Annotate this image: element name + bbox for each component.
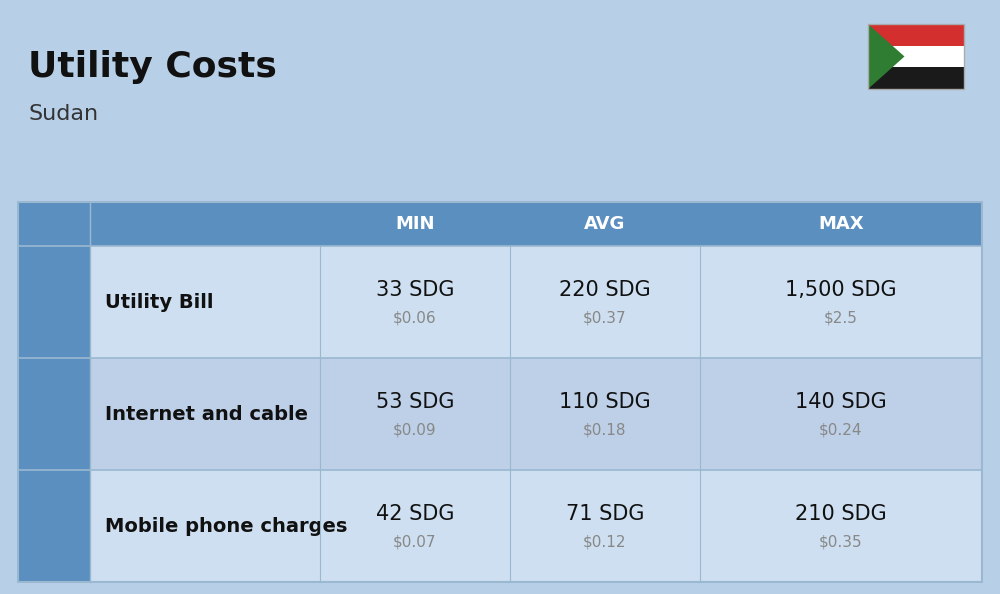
- Bar: [18, 246, 90, 358]
- Bar: [18, 470, 90, 582]
- Text: Mobile phone charges: Mobile phone charges: [105, 517, 347, 536]
- Text: $0.06: $0.06: [393, 311, 437, 326]
- Text: Utility Bill: Utility Bill: [105, 292, 214, 311]
- Text: $0.18: $0.18: [583, 422, 627, 438]
- Text: $0.07: $0.07: [393, 535, 437, 549]
- Text: MIN: MIN: [395, 215, 435, 233]
- Bar: [18, 246, 982, 358]
- Bar: [18, 358, 90, 470]
- Text: MAX: MAX: [818, 215, 864, 233]
- Text: Internet and cable: Internet and cable: [105, 405, 308, 424]
- Polygon shape: [868, 24, 904, 89]
- Bar: [868, 24, 964, 46]
- Text: $0.09: $0.09: [393, 422, 437, 438]
- Bar: [18, 470, 982, 582]
- Text: $2.5: $2.5: [824, 311, 858, 326]
- Text: 33 SDG: 33 SDG: [376, 280, 454, 300]
- Bar: [18, 358, 982, 470]
- Bar: [868, 24, 964, 89]
- Text: 140 SDG: 140 SDG: [795, 392, 887, 412]
- Text: $0.24: $0.24: [819, 422, 863, 438]
- Text: 110 SDG: 110 SDG: [559, 392, 651, 412]
- Bar: [868, 67, 964, 89]
- Text: $0.12: $0.12: [583, 535, 627, 549]
- Text: 220 SDG: 220 SDG: [559, 280, 651, 300]
- Text: 42 SDG: 42 SDG: [376, 504, 454, 524]
- Text: $0.37: $0.37: [583, 311, 627, 326]
- Bar: [18, 202, 982, 582]
- Text: 1,500 SDG: 1,500 SDG: [785, 280, 897, 300]
- Text: 53 SDG: 53 SDG: [376, 392, 454, 412]
- Bar: [18, 202, 982, 246]
- Text: AVG: AVG: [584, 215, 626, 233]
- Text: Utility Costs: Utility Costs: [28, 50, 277, 84]
- Text: 71 SDG: 71 SDG: [566, 504, 644, 524]
- Text: Sudan: Sudan: [28, 104, 98, 124]
- Text: 210 SDG: 210 SDG: [795, 504, 887, 524]
- Text: $0.35: $0.35: [819, 535, 863, 549]
- Bar: [868, 46, 964, 67]
